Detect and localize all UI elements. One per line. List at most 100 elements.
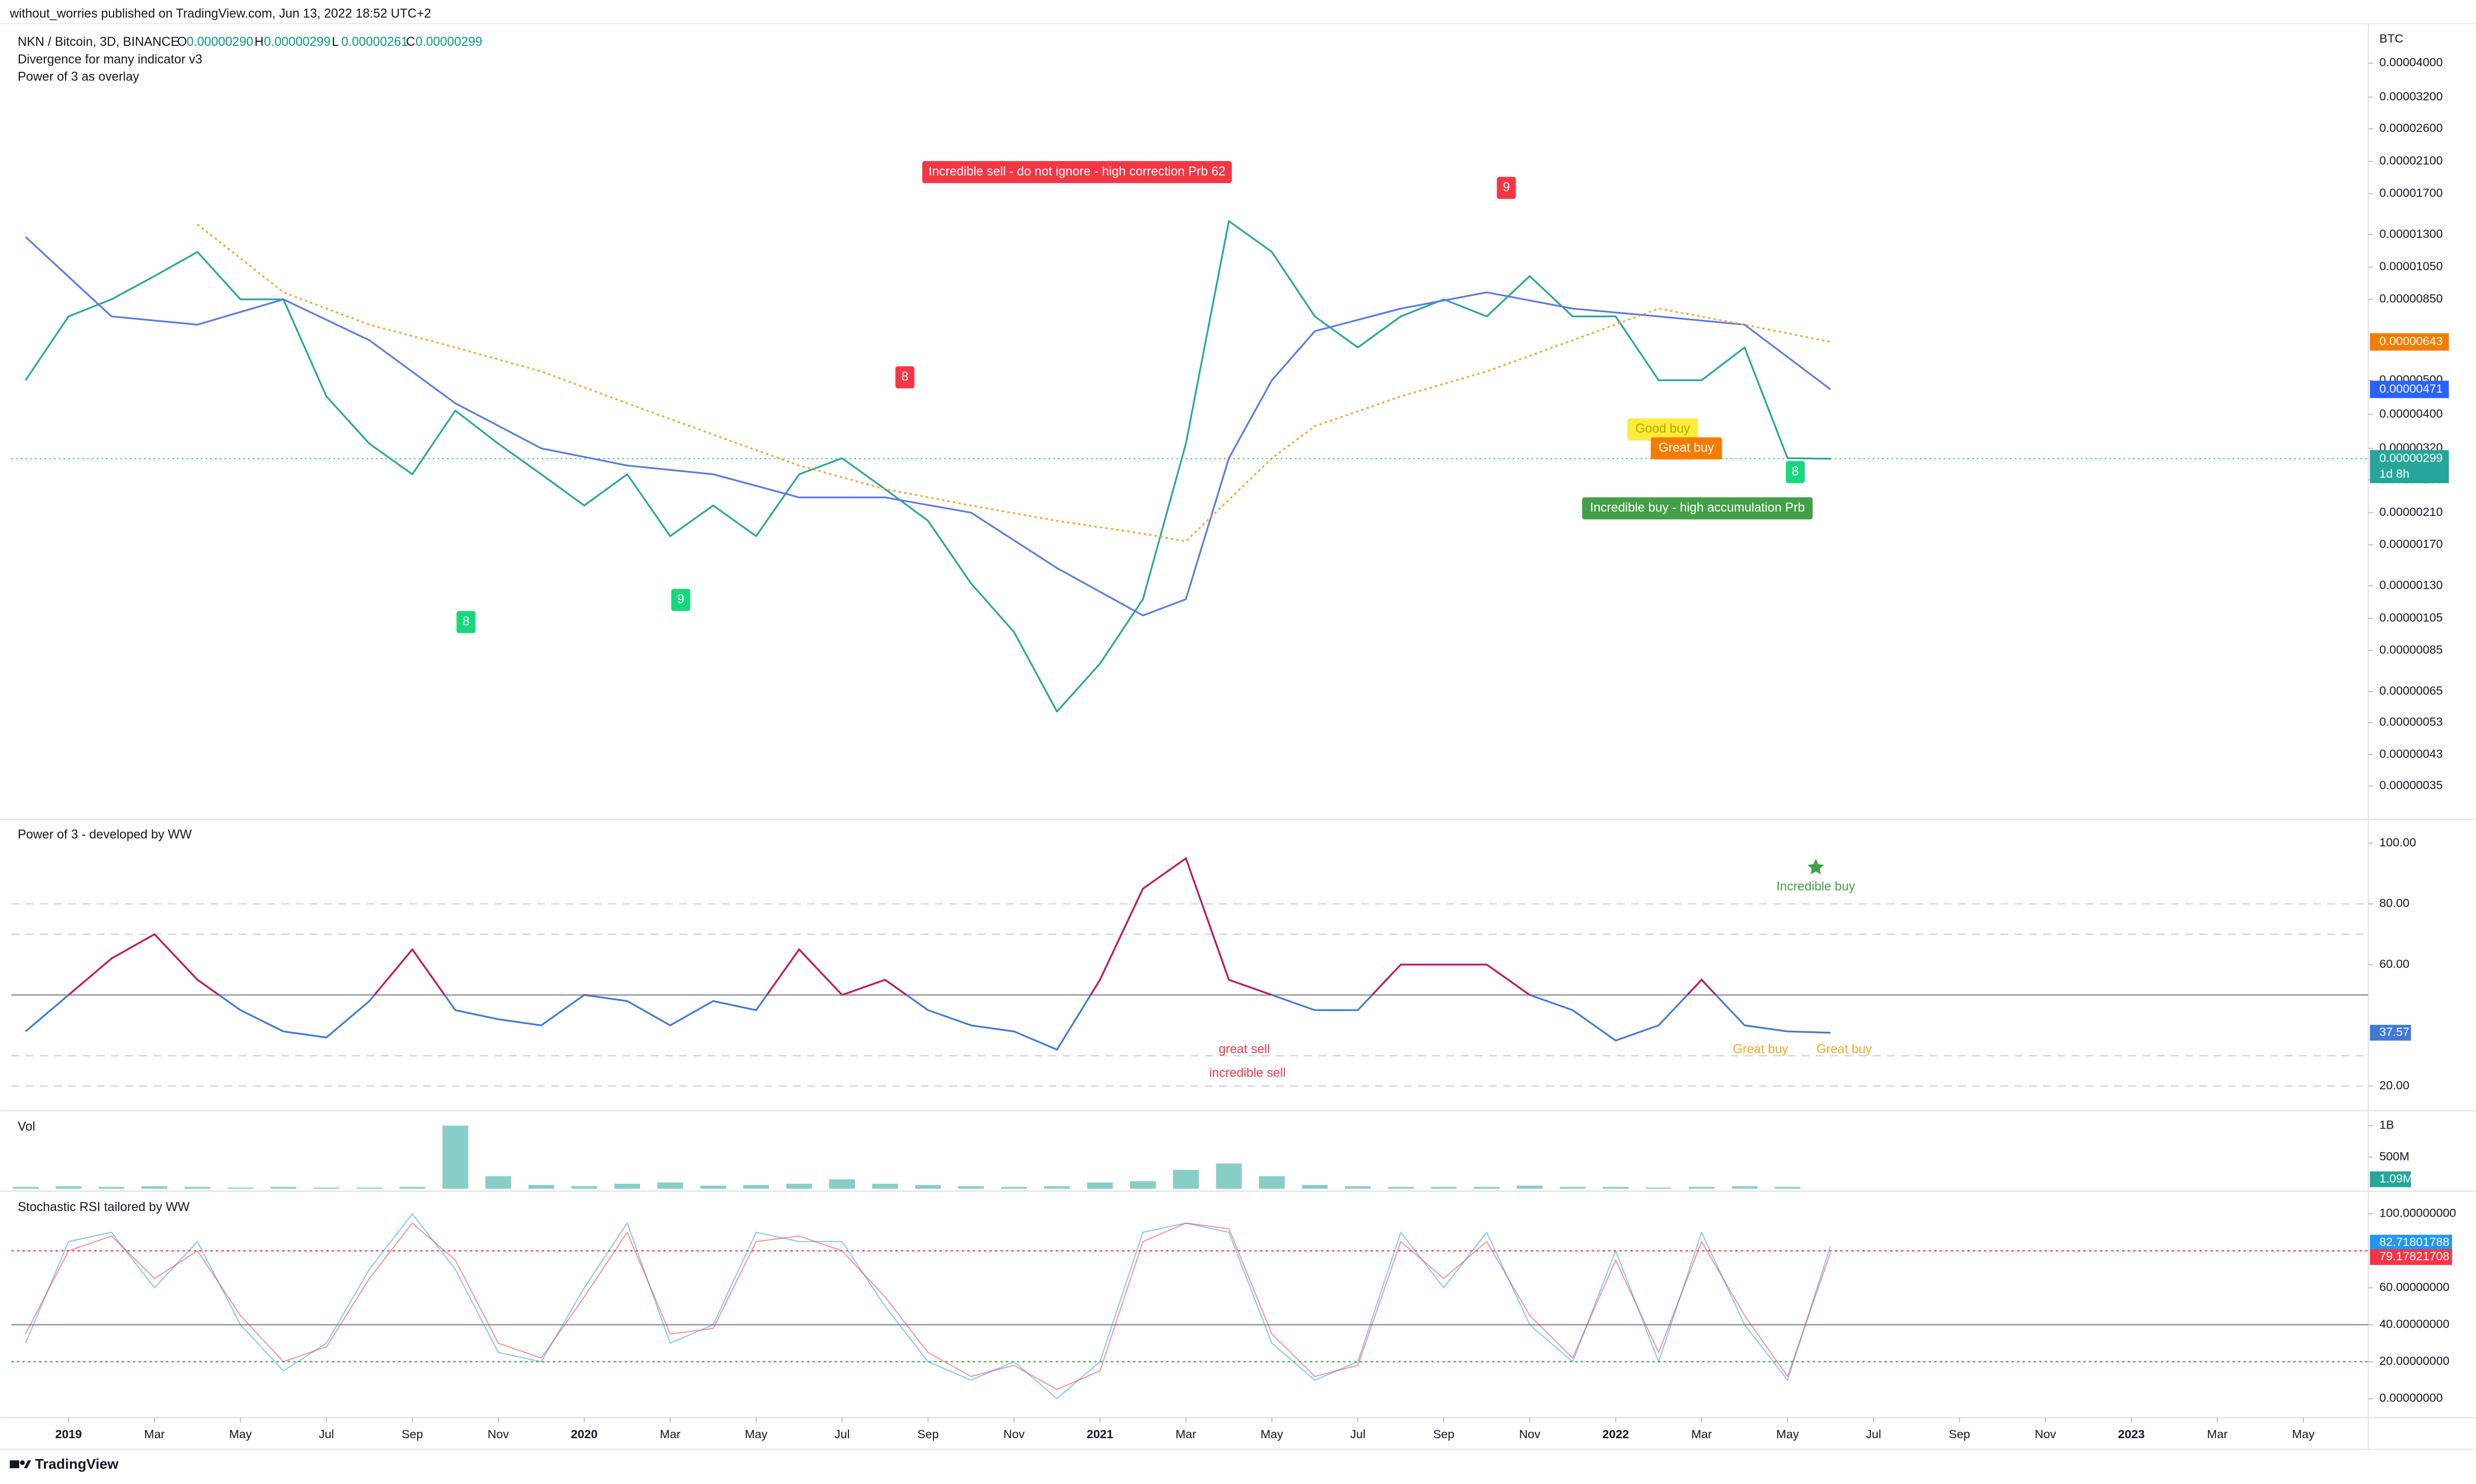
volume-bar bbox=[1474, 1187, 1500, 1189]
pane bbox=[11, 1213, 2369, 1399]
brand: TradingView bbox=[35, 1456, 119, 1472]
x-tick-label: May bbox=[1776, 1427, 1799, 1441]
y-tick-label: 1B bbox=[2379, 1118, 2394, 1132]
x-tick-label: Nov bbox=[2035, 1427, 2056, 1441]
y-tick-label: 0.00000400 bbox=[2379, 407, 2442, 420]
ohlc-value: 0.00000299 bbox=[264, 35, 331, 49]
last-value-label: 1.09M bbox=[2379, 1172, 2412, 1185]
last-value-badge bbox=[2370, 1249, 2452, 1265]
volume-bar bbox=[958, 1186, 984, 1189]
volume-bar bbox=[1344, 1186, 1371, 1189]
volume-bar bbox=[1130, 1181, 1156, 1189]
x-tick-label: Mar bbox=[2207, 1427, 2228, 1441]
x-tick-label: Mar bbox=[1175, 1427, 1196, 1441]
attribution: without_worries published on TradingView… bbox=[9, 7, 431, 20]
ohlc-name: H bbox=[255, 35, 264, 49]
volume-bar bbox=[1731, 1186, 1758, 1189]
star-icon bbox=[1807, 859, 1824, 875]
annotation-text: 9 bbox=[677, 593, 684, 607]
annotation: Great buy bbox=[1650, 437, 1722, 460]
y-tick-label: 0.00000065 bbox=[2379, 684, 2442, 697]
volume-bar bbox=[1001, 1187, 1027, 1189]
volume-bar bbox=[1087, 1182, 1113, 1189]
x-tick-label: Nov bbox=[488, 1427, 509, 1441]
annotation: 8 bbox=[895, 366, 915, 389]
y-tick-label: 0.00001300 bbox=[2379, 227, 2442, 240]
x-tick-label: 2019 bbox=[55, 1427, 81, 1441]
annotation-text: Incredible buy - high accumulation Prb bbox=[1590, 501, 1805, 515]
volume-bar bbox=[399, 1187, 426, 1189]
last-value-label: 82.71801788 bbox=[2379, 1235, 2450, 1248]
annotation: 8 bbox=[456, 611, 476, 634]
annotation-box bbox=[456, 611, 476, 634]
annotation-text: great sell bbox=[1219, 1042, 1270, 1056]
indicator-name: Power of 3 as overlay bbox=[18, 70, 140, 84]
ohlc-name: L bbox=[332, 35, 339, 49]
last-value-badge bbox=[2370, 1234, 2452, 1251]
x-tick-label: 2021 bbox=[1087, 1427, 1113, 1441]
volume-bar bbox=[528, 1185, 555, 1189]
x-tick-label: May bbox=[745, 1427, 768, 1441]
y-tick-label: 0.00000170 bbox=[2379, 537, 2442, 551]
volume-bar bbox=[829, 1179, 855, 1189]
series-line bbox=[25, 1222, 1831, 1390]
y-tick-label: 100.00 bbox=[2379, 836, 2416, 849]
x-tick-label: Jul bbox=[835, 1427, 850, 1441]
y-tick-label: 80.00 bbox=[2379, 896, 2409, 910]
volume-bar bbox=[356, 1187, 382, 1189]
annotation-text: Great buy bbox=[1817, 1042, 1872, 1056]
volume-bar bbox=[1173, 1170, 1199, 1189]
annotation-text: 9 bbox=[1503, 180, 1510, 194]
volume-bar bbox=[700, 1186, 726, 1189]
logo-shape bbox=[20, 1460, 25, 1465]
annotation-box bbox=[671, 589, 691, 611]
y-tick-label: 500M bbox=[2379, 1150, 2409, 1163]
y-tick-label: 100.00000000 bbox=[2379, 1206, 2456, 1220]
y-tick-label: 0.00000105 bbox=[2379, 611, 2442, 624]
tradingview-logo bbox=[10, 1460, 32, 1468]
indicator-name: Divergence for many indicator v3 bbox=[18, 52, 202, 66]
y-tick-label: 0.00000085 bbox=[2379, 643, 2442, 656]
x-tick-label: Sep bbox=[402, 1427, 423, 1441]
ohlc-value: 0.00000261 bbox=[341, 35, 408, 49]
volume-bar bbox=[1517, 1186, 1543, 1189]
y-tick-label: 0.00002100 bbox=[2379, 154, 2442, 167]
price-tag-label: 0.00000299 bbox=[2379, 451, 2442, 464]
x-tick-label: Mar bbox=[660, 1427, 681, 1441]
y-tick-label: 40.00000000 bbox=[2379, 1317, 2450, 1330]
pane bbox=[12, 1125, 1844, 1189]
annotation-box bbox=[895, 366, 915, 389]
volume-bar bbox=[743, 1185, 769, 1189]
annotation: Incredible buy - high accumulation Prb bbox=[1582, 497, 1813, 519]
volume-bar bbox=[56, 1186, 81, 1189]
volume-bar bbox=[227, 1187, 254, 1189]
volume-bar bbox=[98, 1187, 125, 1189]
pane bbox=[11, 857, 2369, 1087]
annotation-box bbox=[1497, 177, 1516, 199]
volume-bar bbox=[184, 1187, 211, 1189]
annotation-box bbox=[1785, 461, 1805, 483]
volume-bar bbox=[1302, 1185, 1328, 1189]
volume-bar bbox=[1044, 1186, 1070, 1189]
x-tick-label: Sep bbox=[1949, 1427, 1970, 1441]
volume-bar bbox=[872, 1184, 898, 1189]
annotation: Good buy bbox=[1627, 418, 1698, 441]
countdown: 1d 8h bbox=[2379, 467, 2409, 480]
annotation-text: Good buy bbox=[1635, 422, 1690, 436]
volume-bar bbox=[1645, 1187, 1672, 1189]
volume-bar bbox=[485, 1176, 511, 1189]
logo-shape bbox=[10, 1460, 19, 1468]
volume-bar bbox=[313, 1187, 340, 1189]
x-tick-label: 2020 bbox=[571, 1427, 597, 1441]
series-line bbox=[25, 857, 1831, 1051]
volume-bar bbox=[1774, 1187, 1801, 1189]
x-tick-label: Sep bbox=[1433, 1427, 1454, 1441]
y-tick-label: 0.00002600 bbox=[2379, 121, 2442, 134]
series-line bbox=[25, 1213, 1831, 1399]
volume-bar bbox=[1430, 1187, 1457, 1189]
volume-bar bbox=[142, 1186, 168, 1189]
volume-bar bbox=[1259, 1176, 1285, 1189]
x-tick-label: 2023 bbox=[2118, 1427, 2144, 1441]
volume-bar bbox=[915, 1185, 941, 1189]
